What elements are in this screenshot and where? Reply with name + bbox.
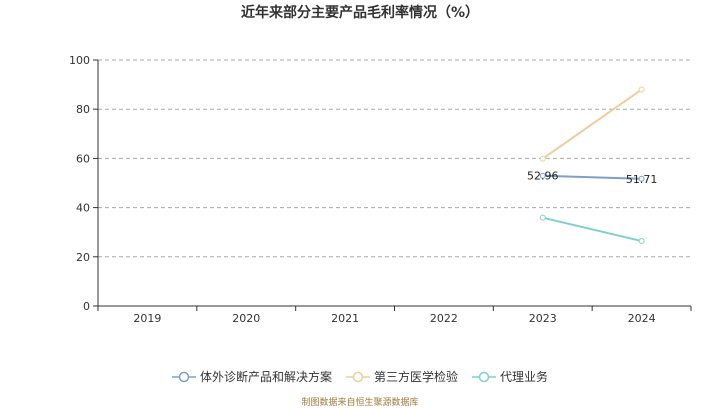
ytick-label-100: 100 xyxy=(69,54,90,67)
legend-label-lab: 第三方医学检验 xyxy=(373,370,458,384)
series-0-label-2024: 51.71 xyxy=(626,173,658,186)
series-0-point-2023 xyxy=(539,172,546,179)
legend-label-agency: 代理业务 xyxy=(500,370,549,384)
series-2-point-2023 xyxy=(539,214,546,221)
series-layer xyxy=(539,86,645,245)
source-note: 制图数据来自恒生聚源数据库 xyxy=(301,398,419,408)
legend-marker-ivd xyxy=(171,371,196,382)
xtick-label-2019: 2019 xyxy=(133,312,161,325)
label-layer: 52.96 51.71 xyxy=(527,170,657,186)
series-1-point-2023 xyxy=(539,155,546,162)
ytick-label-80: 80 xyxy=(76,103,90,116)
xtick-label-2024: 2024 xyxy=(628,312,656,325)
series-0-label-2023: 52.96 xyxy=(527,170,559,183)
xtick-label-2022: 2022 xyxy=(430,312,458,325)
xtick-label-2020: 2020 xyxy=(232,312,260,325)
ytick-label-0: 0 xyxy=(83,300,90,313)
series-line-1 xyxy=(542,88,643,160)
ytick-label-20: 20 xyxy=(76,251,90,264)
xtick-label-2023: 2023 xyxy=(529,312,557,325)
legend-item-lab[interactable]: 第三方医学检验 xyxy=(345,368,458,385)
series-0-point-2024 xyxy=(638,175,645,182)
axis-layer: 0 20 40 60 80 100 2019 2020 2021 2022 2023 2024 xyxy=(69,54,692,325)
series-line-2 xyxy=(542,216,642,243)
legend: 体外诊断产品和解决方案 第三方医学检验 代理业务 xyxy=(0,368,720,385)
legend-marker-agency xyxy=(472,371,496,382)
series-line-0 xyxy=(542,174,642,180)
legend-label-ivd: 体外诊断产品和解决方案 xyxy=(199,370,332,384)
ytick-label-60: 60 xyxy=(76,152,90,165)
legend-item-ivd[interactable]: 体外诊断产品和解决方案 xyxy=(171,368,332,385)
series-1-point-2024 xyxy=(638,86,645,93)
chart-title: 近年来部分主要产品毛利率情况（%） xyxy=(240,5,480,21)
ytick-label-40: 40 xyxy=(76,202,90,215)
legend-marker-lab xyxy=(345,371,370,382)
legend-item-agency[interactable]: 代理业务 xyxy=(472,368,548,385)
series-2-point-2024 xyxy=(638,238,645,245)
grid-layer xyxy=(98,59,691,258)
xtick-label-2021: 2021 xyxy=(331,312,359,325)
